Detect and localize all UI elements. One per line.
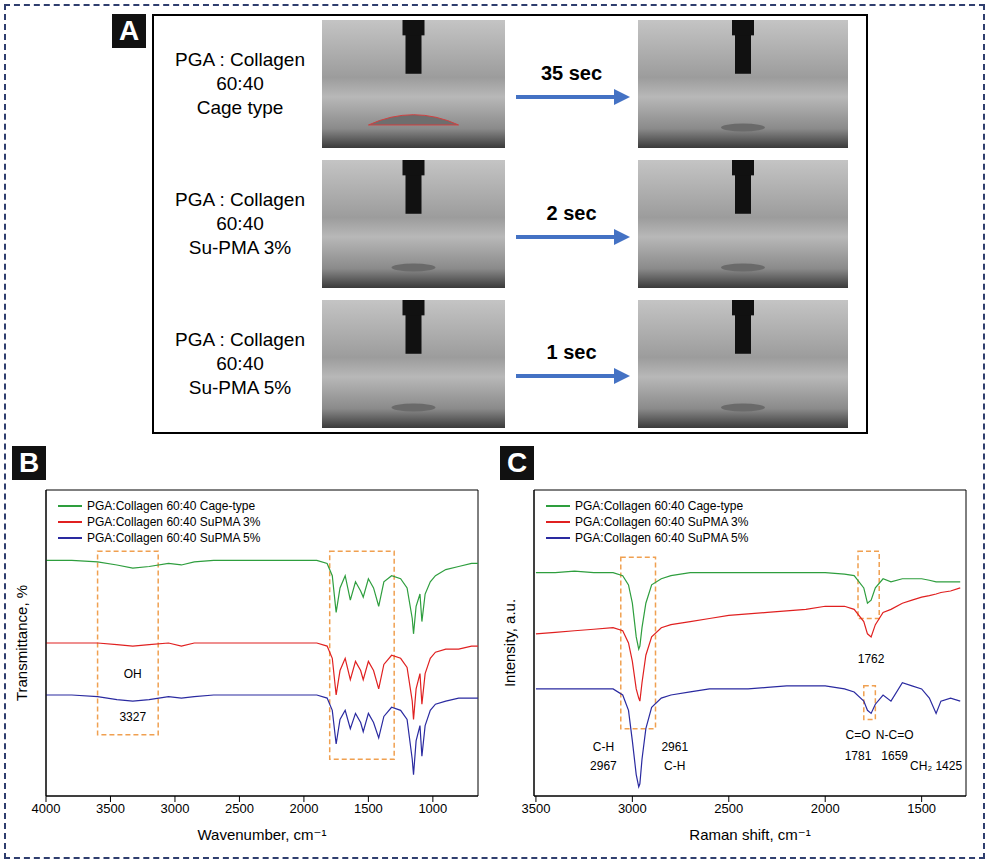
html-text:60:40: 60:40 — [216, 213, 264, 234]
svg-text:Raman shift, cm⁻¹: Raman shift, cm⁻¹ — [689, 826, 810, 843]
svg-text:3327: 3327 — [119, 710, 146, 724]
html-text:B: B — [19, 447, 40, 478]
svg-text:2500: 2500 — [714, 801, 743, 816]
svg-text:Wavenumber, cm⁻¹: Wavenumber, cm⁻¹ — [197, 826, 326, 843]
html-text:PGA : Collagen: PGA : Collagen — [175, 328, 305, 350]
svg-text:4000: 4000 — [32, 801, 61, 816]
svg-text:Intensity, a.u.: Intensity, a.u. — [501, 599, 518, 687]
html-text:PGA:Collagen 60:40 Cage-type: PGA:Collagen 60:40 Cage-type — [575, 499, 744, 513]
svg-text:C=O: C=O — [845, 728, 870, 742]
html-text:PGA:Collagen 60:40 SuPMA 5%: PGA:Collagen 60:40 SuPMA 5% — [575, 531, 749, 545]
svg-text:N-C=O: N-C=O — [876, 728, 914, 742]
html-text:2 sec: 2 sec — [546, 201, 597, 224]
svg-text:2967: 2967 — [590, 759, 617, 773]
html-text:Cage type: Cage type — [196, 97, 284, 119]
html-text:60:40: 60:40 — [216, 352, 264, 374]
svg-text:3000: 3000 — [160, 801, 189, 816]
svg-text:OH: OH — [124, 667, 142, 681]
svg-text:Transmittance, %: Transmittance, % — [13, 585, 30, 701]
html-text:1 sec: 1 sec — [546, 341, 597, 364]
svg-text:2000: 2000 — [289, 801, 318, 816]
html-text:A: A — [119, 15, 140, 46]
svg-text:2500: 2500 — [225, 801, 254, 816]
html-text:PGA:Collagen 60:40 SuPMA 5%: PGA:Collagen 60:40 SuPMA 5% — [87, 531, 261, 545]
svg-text:3500: 3500 — [521, 801, 550, 816]
html-text:Su-PMA 5%: Su-PMA 5% — [188, 376, 292, 398]
svg-text:CH₂ 1425: CH₂ 1425 — [910, 759, 962, 773]
html-text:PGA:Collagen 60:40 SuPMA 3%: PGA:Collagen 60:40 SuPMA 3% — [575, 515, 749, 529]
svg-text:1781: 1781 — [845, 749, 872, 763]
html-text:60:40: 60:40 — [216, 73, 264, 95]
svg-text:3000: 3000 — [618, 801, 647, 816]
html-text:PGA:Collagen 60:40 Cage-type: PGA:Collagen 60:40 Cage-type — [87, 499, 256, 513]
svg-text:1500: 1500 — [354, 801, 383, 816]
svg-text:C-H: C-H — [593, 740, 614, 754]
svg-text:1000: 1000 — [418, 801, 447, 816]
svg-text:2961: 2961 — [661, 740, 688, 754]
html-text:PGA : Collagen: PGA : Collagen — [175, 49, 305, 71]
html-text:PGA:Collagen 60:40 SuPMA 3%: PGA:Collagen 60:40 SuPMA 3% — [87, 515, 261, 529]
svg-text:1762: 1762 — [858, 652, 885, 666]
svg-text:1500: 1500 — [907, 801, 936, 816]
html-text:C: C — [507, 447, 528, 478]
svg-text:3500: 3500 — [96, 801, 125, 816]
svg-text:2000: 2000 — [811, 801, 840, 816]
html-text:PGA : Collagen: PGA : Collagen — [175, 189, 305, 210]
svg-text:C-H: C-H — [664, 759, 685, 773]
svg-text:1659: 1659 — [881, 749, 908, 763]
html-text:Su-PMA 3%: Su-PMA 3% — [188, 237, 292, 258]
html-text:35 sec: 35 sec — [540, 61, 603, 84]
